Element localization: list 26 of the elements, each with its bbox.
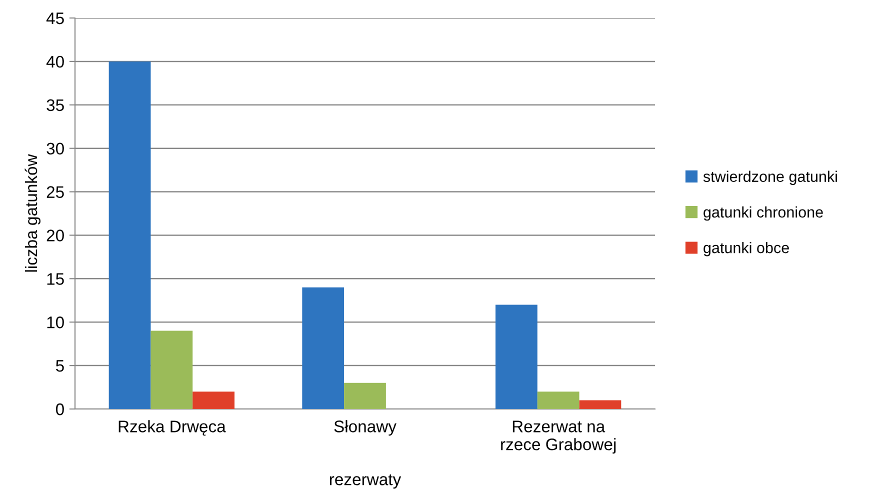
bar bbox=[150, 330, 193, 409]
x-tick-label: Rezerwat na rzece Grabowej bbox=[501, 420, 616, 454]
y-tick-label: 35 bbox=[46, 99, 64, 112]
x-axis-title: rezerwaty bbox=[330, 474, 402, 489]
bar bbox=[108, 61, 151, 409]
legend-label: gatunki chronione bbox=[704, 206, 823, 221]
legend-label: stwierdzone gatunki bbox=[703, 170, 837, 185]
bar bbox=[302, 287, 344, 409]
bar bbox=[192, 392, 234, 409]
x-tick-label: Rzeka Drwęca bbox=[118, 420, 226, 436]
y-tick-label: 25 bbox=[46, 186, 64, 198]
bar bbox=[344, 382, 386, 409]
bar bbox=[537, 392, 580, 409]
y-tick-label: 0 bbox=[56, 403, 64, 416]
legend-label: gatunki obce bbox=[704, 242, 789, 256]
y-tick-label: 40 bbox=[46, 56, 64, 68]
y-tick-label: 30 bbox=[46, 142, 64, 155]
y-tick-label: 5 bbox=[56, 360, 64, 372]
bar bbox=[496, 304, 538, 409]
y-tick-label: 45 bbox=[46, 12, 64, 24]
y-tick-label: 15 bbox=[47, 273, 64, 285]
y-axis-title: liczba gatunków bbox=[24, 154, 40, 272]
y-tick-label: 20 bbox=[46, 230, 64, 242]
bar bbox=[579, 400, 622, 409]
x-tick-label: Słonawy bbox=[334, 420, 396, 436]
y-tick-label: 10 bbox=[47, 316, 64, 328]
